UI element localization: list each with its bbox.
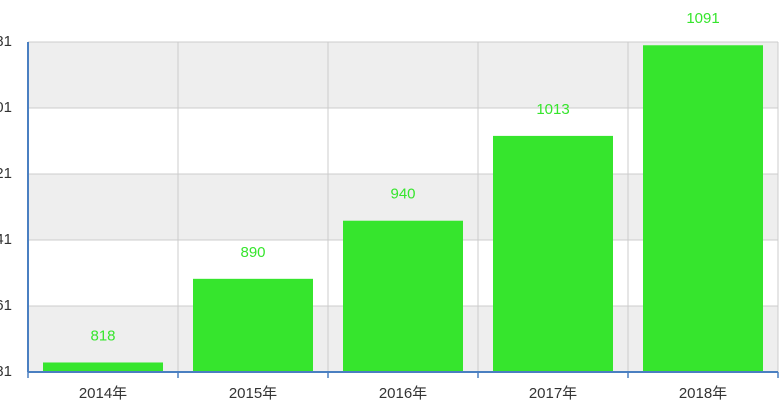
y-tick-label: 1093.81 bbox=[0, 33, 12, 50]
data-label: 818 bbox=[90, 327, 115, 344]
y-tick-label: 809.81 bbox=[0, 363, 12, 380]
x-tick-label: 2016年 bbox=[379, 385, 427, 402]
y-tick-label: 1037.01 bbox=[0, 99, 12, 116]
bar bbox=[193, 278, 313, 372]
x-tick-label: 2014年 bbox=[79, 385, 127, 402]
data-label: 1091 bbox=[686, 10, 719, 27]
bar bbox=[493, 135, 613, 372]
x-tick-label: 2018年 bbox=[679, 385, 727, 402]
y-tick-label: 866.61 bbox=[0, 297, 12, 314]
x-tick-label: 2017年 bbox=[529, 385, 577, 402]
x-tick-label: 2015年 bbox=[229, 385, 277, 402]
data-label: 1013 bbox=[536, 101, 569, 118]
bar bbox=[43, 362, 163, 372]
data-label: 890 bbox=[240, 244, 265, 261]
bar bbox=[343, 220, 463, 372]
y-tick-label: 980.21 bbox=[0, 165, 12, 182]
y-tick-label: 923.41 bbox=[0, 231, 12, 248]
data-label: 940 bbox=[390, 186, 415, 203]
bar bbox=[643, 45, 763, 373]
